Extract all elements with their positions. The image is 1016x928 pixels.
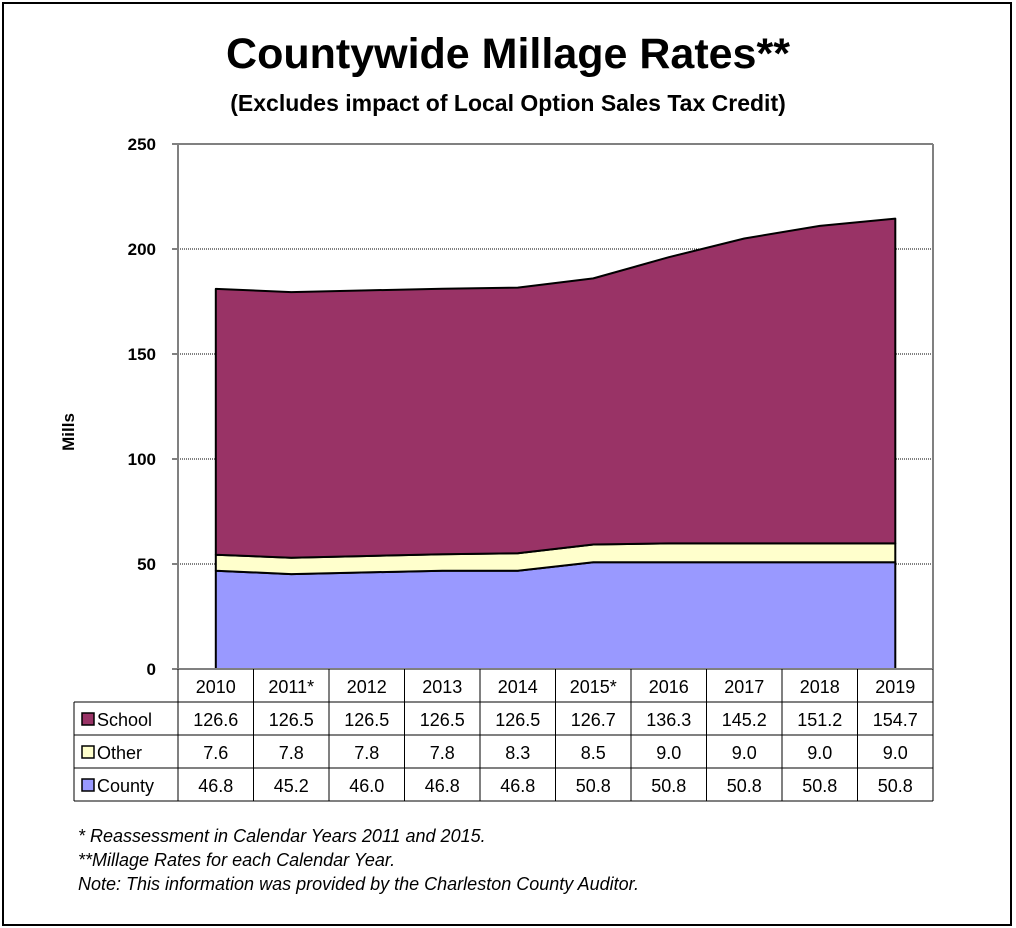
x-category-label: 2015* <box>570 677 617 697</box>
area-school <box>214 217 897 559</box>
data-table: 2010 2011* 2012 2013 2014 2015* 2016 2017 2018 20… <box>73 669 934 802</box>
table-cell-school: 126.5 <box>269 710 314 730</box>
y-tick-label: 100 <box>128 450 156 469</box>
table-cell-other: 9.0 <box>883 743 908 763</box>
table-cell-school: 126.5 <box>420 710 465 730</box>
table-cell-other: 7.6 <box>203 743 228 763</box>
y-tick-label: 250 <box>128 135 156 154</box>
area-county <box>214 561 897 670</box>
table-cell-other: 9.0 <box>732 743 757 763</box>
y-tick-label: 0 <box>147 660 156 679</box>
table-cell-school: 126.5 <box>344 710 389 730</box>
x-category-label: 2013 <box>422 677 462 697</box>
table-cell-county: 50.8 <box>576 776 611 796</box>
legend-key-other <box>81 745 95 759</box>
table-cell-school: 126.6 <box>193 710 238 730</box>
table-cell-school: 126.5 <box>495 710 540 730</box>
footnotes: * Reassessment in Calendar Years 2011 an… <box>78 824 639 896</box>
axes: 0 50 100 150 200 250 <box>128 135 934 679</box>
table-cell-county: 46.8 <box>425 776 460 796</box>
x-category-label: 2019 <box>875 677 915 697</box>
table-cell-county: 46.0 <box>349 776 384 796</box>
table-cell-county: 46.8 <box>500 776 535 796</box>
legend-key-county <box>81 778 95 792</box>
y-tick-label: 200 <box>128 240 156 259</box>
x-category-label: 2012 <box>347 677 387 697</box>
table-cell-school: 151.2 <box>797 710 842 730</box>
footnote-reassessment: * Reassessment in Calendar Years 2011 an… <box>78 826 486 846</box>
chart-subtitle: (Excludes impact of Local Option Sales T… <box>230 90 786 116</box>
table-cell-school: 145.2 <box>722 710 767 730</box>
x-category-label: 2010 <box>196 677 236 697</box>
table-cell-school: 136.3 <box>646 710 691 730</box>
y-tick-label: 150 <box>128 345 156 364</box>
footnote-source: Note: This information was provided by t… <box>78 874 639 894</box>
x-category-label: 2018 <box>800 677 840 697</box>
table-cell-county: 50.8 <box>651 776 686 796</box>
chart-title: Countywide Millage Rates** <box>226 30 790 78</box>
legend-key-school <box>81 712 95 726</box>
x-category-label: 2017 <box>724 677 764 697</box>
table-cell-county: 50.8 <box>878 776 913 796</box>
y-tick-label: 50 <box>137 555 156 574</box>
table-cell-county: 50.8 <box>802 776 837 796</box>
table-cell-county: 45.2 <box>274 776 309 796</box>
table-cell-school: 154.7 <box>873 710 918 730</box>
table-cell-other: 7.8 <box>430 743 455 763</box>
table-cell-other: 8.3 <box>505 743 530 763</box>
table-cell-other: 9.0 <box>656 743 681 763</box>
table-cell-other: 9.0 <box>807 743 832 763</box>
y-axis-label: Mills <box>59 413 78 451</box>
table-cell-other: 8.5 <box>581 743 606 763</box>
legend-label-other: Other <box>97 743 142 763</box>
table-cell-other: 7.8 <box>279 743 304 763</box>
legend-label-county: County <box>97 776 154 796</box>
x-category-label: 2014 <box>498 677 538 697</box>
table-cell-county: 46.8 <box>198 776 233 796</box>
x-category-label: 2011* <box>268 677 314 697</box>
footnote-millage: **Millage Rates for each Calendar Year. <box>78 850 396 870</box>
legend-label-school: School <box>97 710 152 730</box>
table-cell-county: 50.8 <box>727 776 762 796</box>
table-cell-school: 126.7 <box>571 710 616 730</box>
x-category-label: 2016 <box>649 677 689 697</box>
table-cell-other: 7.8 <box>354 743 379 763</box>
